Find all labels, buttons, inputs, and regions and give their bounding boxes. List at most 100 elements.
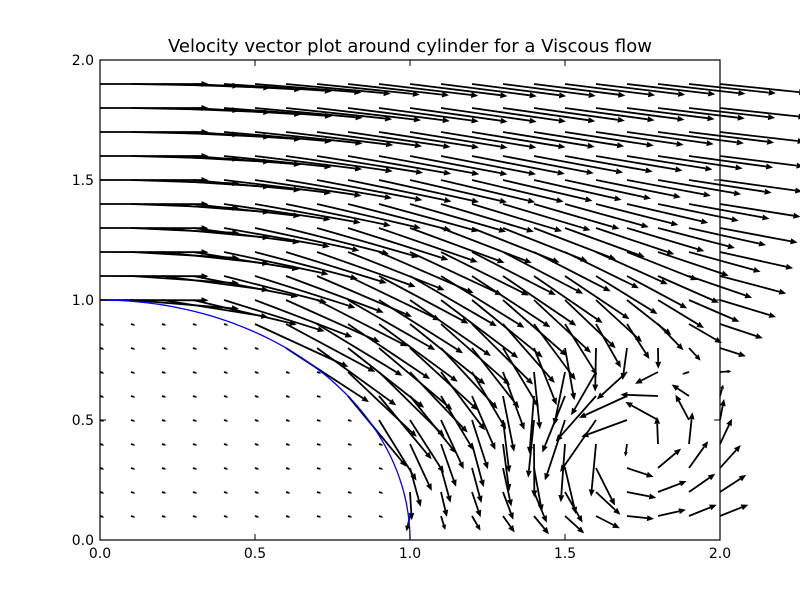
- vector-arrow: [161, 371, 167, 374]
- vector-arrow: [564, 467, 578, 514]
- vector-arrow: [626, 179, 711, 198]
- vector-arrow: [130, 515, 136, 518]
- vector-arrow: [347, 275, 441, 321]
- vector-arrow: [688, 131, 775, 145]
- vector-arrow: [347, 467, 353, 470]
- vector-arrow: [347, 203, 451, 232]
- vector-arrow: [161, 443, 167, 446]
- vector-arrows: [99, 81, 800, 535]
- vector-arrow: [655, 347, 662, 369]
- vector-arrow: [440, 203, 534, 233]
- vector-arrow: [502, 179, 593, 203]
- vector-arrow: [440, 467, 452, 503]
- vector-arrow: [626, 491, 657, 500]
- vector-arrow: [657, 179, 742, 196]
- vector-arrow: [626, 107, 715, 122]
- vector-arrow: [626, 515, 654, 522]
- vector-arrow: [409, 131, 508, 150]
- vector-arrow: [192, 323, 198, 326]
- vector-arrow: [161, 491, 167, 494]
- vector-arrow: [316, 491, 322, 494]
- vector-arrow: [285, 467, 291, 470]
- vector-arrow: [378, 131, 479, 150]
- vector-arrow: [502, 443, 512, 492]
- vector-arrow: [316, 395, 322, 398]
- vector-arrow: [595, 107, 685, 122]
- vector-arrow: [595, 467, 615, 506]
- vector-arrow: [440, 371, 486, 431]
- vector-arrow: [688, 251, 761, 273]
- vector-arrow: [719, 251, 794, 270]
- vector-arrow: [626, 203, 709, 225]
- vector-arrow: [502, 131, 595, 149]
- vector-arrow: [378, 443, 384, 446]
- vector-arrow: [285, 371, 291, 374]
- vector-arrow: [688, 203, 770, 221]
- vector-arrow: [378, 515, 384, 518]
- vector-arrow: [533, 203, 620, 230]
- vector-arrow: [161, 347, 167, 350]
- vector-arrow: [409, 275, 497, 327]
- vector-arrow: [409, 323, 486, 385]
- vector-arrow: [688, 83, 776, 96]
- vector-arrow: [682, 371, 690, 375]
- vector-arrow: [378, 491, 384, 494]
- vector-arrow: [285, 299, 380, 343]
- vector-arrow: [440, 107, 537, 124]
- vector-arrow: [130, 371, 136, 374]
- x-tick-label: 1.5: [554, 546, 576, 562]
- vector-arrow: [161, 515, 167, 518]
- vector-arrow: [502, 83, 596, 98]
- vector-arrow: [223, 491, 229, 494]
- vector-arrow: [409, 227, 505, 264]
- vector-arrow: [675, 394, 690, 421]
- vector-arrow: [502, 491, 514, 520]
- vector-arrow: [409, 155, 508, 177]
- vector-arrow: [595, 155, 683, 173]
- vector-arrow: [564, 491, 583, 523]
- vector-arrow: [316, 515, 322, 518]
- vector-arrow: [378, 275, 469, 324]
- vector-arrow: [130, 419, 136, 422]
- vector-arrow: [378, 371, 445, 437]
- vector-arrow: [285, 395, 291, 398]
- vector-arrow: [533, 371, 543, 430]
- x-tick-label: 0.0: [89, 546, 111, 562]
- vector-arrow: [719, 155, 800, 169]
- vector-arrow: [688, 179, 772, 195]
- vector-arrow: [347, 107, 450, 124]
- vector-arrow: [316, 371, 322, 374]
- vector-arrow: [409, 179, 507, 204]
- vector-arrow: [378, 467, 384, 470]
- vector-arrow: [440, 179, 536, 204]
- vector-arrow: [688, 299, 740, 322]
- vector-arrow: [719, 445, 741, 469]
- vector-arrow: [254, 419, 260, 422]
- vector-arrow: [688, 412, 695, 445]
- vector-arrow: [719, 131, 800, 144]
- vector-arrow: [192, 371, 198, 374]
- chart-title: Velocity vector plot around cylinder for…: [168, 36, 652, 57]
- vector-arrow: [564, 515, 585, 534]
- vector-arrow: [719, 275, 787, 295]
- cylinder-boundary: [99, 299, 411, 541]
- vector-arrow: [285, 419, 291, 422]
- vector-arrow: [254, 323, 349, 367]
- vector-arrow: [471, 323, 534, 385]
- vector-arrow: [223, 419, 229, 422]
- vector-arrow: [440, 83, 537, 99]
- vector-arrow: [409, 299, 491, 356]
- vector-arrow: [378, 347, 453, 410]
- vector-arrow: [316, 323, 403, 376]
- x-tick-label: 1.0: [399, 546, 421, 562]
- vector-arrow: [223, 323, 229, 326]
- y-axis: 0.0 0.5 1.0 1.5 2.0: [72, 53, 720, 549]
- vector-arrow: [347, 83, 450, 98]
- vector-arrow: [347, 179, 452, 203]
- vector-arrow: [533, 107, 625, 123]
- vector-arrow: [223, 347, 229, 350]
- vector-arrow: [347, 155, 452, 176]
- vector-arrow: [409, 443, 432, 491]
- vector-arrow: [409, 251, 503, 296]
- vector-arrow: [502, 347, 539, 408]
